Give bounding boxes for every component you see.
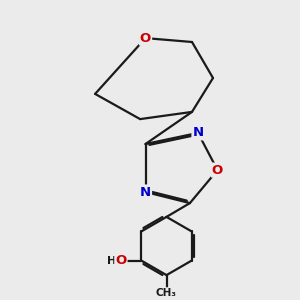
Text: O: O — [115, 254, 127, 267]
Text: N: N — [192, 126, 204, 140]
Text: H: H — [107, 256, 116, 266]
Text: N: N — [140, 185, 151, 199]
Text: O: O — [140, 32, 151, 45]
Text: CH₃: CH₃ — [156, 288, 177, 298]
Text: O: O — [212, 164, 223, 177]
